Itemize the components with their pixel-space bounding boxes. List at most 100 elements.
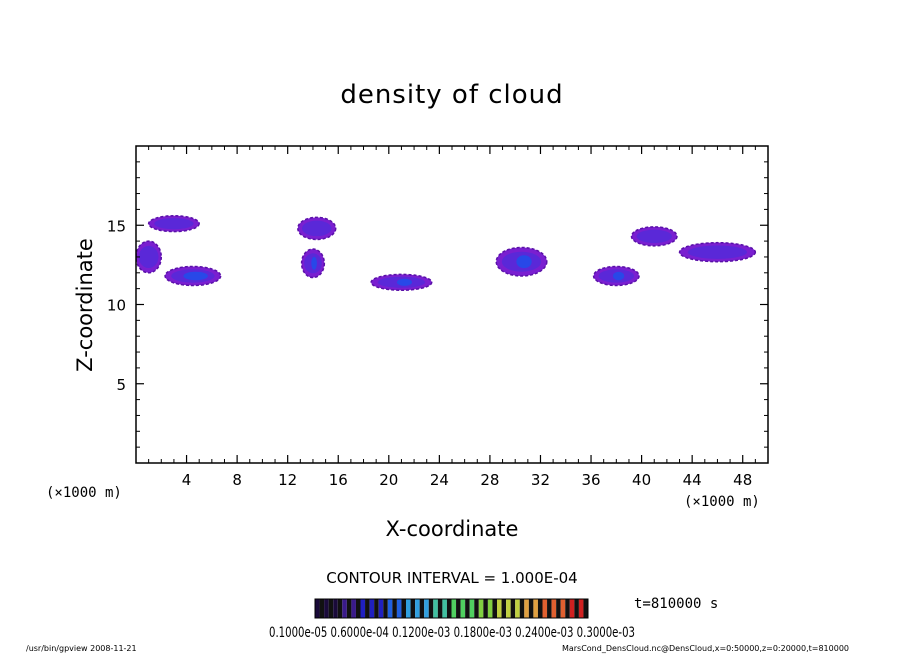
colorbar-segment <box>428 599 434 618</box>
colorbar-segment <box>392 599 397 618</box>
colorbar-segment <box>497 599 502 618</box>
colorbar-segment <box>451 599 457 618</box>
colorbar-segment <box>442 599 447 618</box>
contour-interval: CONTOUR INTERVAL = 1.000E-04 <box>326 569 577 587</box>
colorbar-segment <box>433 599 438 618</box>
colorbar-segment <box>360 599 366 618</box>
cloud-region-core <box>396 278 412 286</box>
colorbar-segment <box>342 599 347 618</box>
footer-right: MarsCond_DensCloud.nc@DensCloud,x=0:5000… <box>562 644 849 653</box>
x-axis-label: X-coordinate <box>386 517 519 541</box>
colorbar-segment <box>415 599 420 618</box>
colorbar-segment <box>478 599 484 618</box>
colorbar-segment <box>346 599 352 618</box>
colorbar-segment <box>519 599 525 618</box>
x-unit-left: (×1000 m) <box>46 485 122 501</box>
colorbar-segment <box>565 599 570 618</box>
colorbar-segment <box>574 599 579 618</box>
cloud-region-mid <box>301 220 332 237</box>
colorbar-segment <box>437 599 443 618</box>
cloud-region-core <box>612 271 625 281</box>
colorbar-segment <box>383 599 388 618</box>
x-tick-label: 16 <box>329 471 348 489</box>
colorbar-segment <box>551 599 557 618</box>
colorbar-segment <box>365 599 370 618</box>
cloud-region-mid <box>154 218 194 230</box>
cloud-region-mid <box>687 245 748 259</box>
colorbar-segment <box>401 599 406 618</box>
colorbar-segment <box>474 599 479 618</box>
x-tick-label: 24 <box>430 471 449 489</box>
colorbar-segment <box>542 599 548 618</box>
colorbar-segment <box>492 599 497 618</box>
colorbar-segment <box>506 599 511 618</box>
colorbar-segment <box>324 599 329 618</box>
cloud-region-mid <box>138 245 159 269</box>
colorbar-segment <box>387 599 393 618</box>
x-tick-label: 28 <box>480 471 499 489</box>
cloud-region-core <box>311 256 317 270</box>
x-tick-label: 44 <box>683 471 702 489</box>
colorbar-segment <box>456 599 461 618</box>
colorbar-segment <box>524 599 529 618</box>
colorbar-segment <box>446 599 452 618</box>
x-tick-label: 8 <box>232 471 242 489</box>
cloud-data-layer <box>136 214 757 291</box>
x-unit-right: (×1000 m) <box>684 494 760 510</box>
colorbar-segment <box>460 599 466 618</box>
colorbar-segment <box>537 599 543 618</box>
colorbar-segment <box>396 599 402 618</box>
x-tick-label: 36 <box>581 471 600 489</box>
footer-left: /usr/bin/gpview 2008-11-21 <box>26 644 137 653</box>
colorbar-segment <box>501 599 507 618</box>
colorbar-segment <box>487 599 493 618</box>
cloud-region-mid <box>636 229 672 244</box>
colorbar-segment <box>369 599 375 618</box>
colorbar-segment <box>337 599 343 618</box>
colorbar-segment <box>578 599 584 618</box>
y-tick-label: 5 <box>116 376 126 394</box>
colorbar-segment <box>483 599 488 618</box>
colorbar-frame <box>314 598 589 619</box>
plot-frame <box>135 145 769 464</box>
colorbar-segment <box>583 599 588 618</box>
colorbar-segment <box>469 599 475 618</box>
x-tick-label: 48 <box>733 471 752 489</box>
colorbar-segment <box>569 599 575 618</box>
x-tick-label: 32 <box>531 471 550 489</box>
colorbar-segment <box>410 599 416 618</box>
colorbar-segment <box>328 599 334 618</box>
chart-title: density of cloud <box>340 80 563 110</box>
x-tick-label: 4 <box>182 471 192 489</box>
colorbar-segment <box>547 599 552 618</box>
time-label: t=810000 s <box>634 596 718 612</box>
x-tick-label: 40 <box>632 471 651 489</box>
colorbar-segment <box>560 599 566 618</box>
colorbar <box>315 599 588 618</box>
colorbar-segment <box>556 599 561 618</box>
colorbar-segment <box>424 599 429 618</box>
y-tick-label: 15 <box>107 217 126 235</box>
colorbar-segment <box>406 599 411 618</box>
cloud-region-core <box>183 271 208 281</box>
colorbar-segment <box>319 599 325 618</box>
colorbar-segment <box>510 599 516 618</box>
y-axis-label: Z-coordinate <box>73 238 97 372</box>
colorbar-segment <box>533 599 538 618</box>
y-tick-label: 10 <box>107 297 126 315</box>
colorbar-segment <box>528 599 534 618</box>
colorbar-segment <box>378 599 384 618</box>
x-tick-label: 12 <box>278 471 297 489</box>
colorbar-segment <box>351 599 356 618</box>
x-tick-label: 20 <box>379 471 398 489</box>
colorbar-segment <box>419 599 425 618</box>
cloud-region-core <box>516 255 532 269</box>
colorbar-segment <box>465 599 470 618</box>
colorbar-segment <box>333 599 338 618</box>
colorbar-segment <box>374 599 379 618</box>
colorbar-labels: 0.1000e-05 0.6000e-04 0.1200e-03 0.1800e… <box>269 625 635 641</box>
colorbar-segment <box>515 599 520 618</box>
colorbar-segment <box>315 599 320 618</box>
